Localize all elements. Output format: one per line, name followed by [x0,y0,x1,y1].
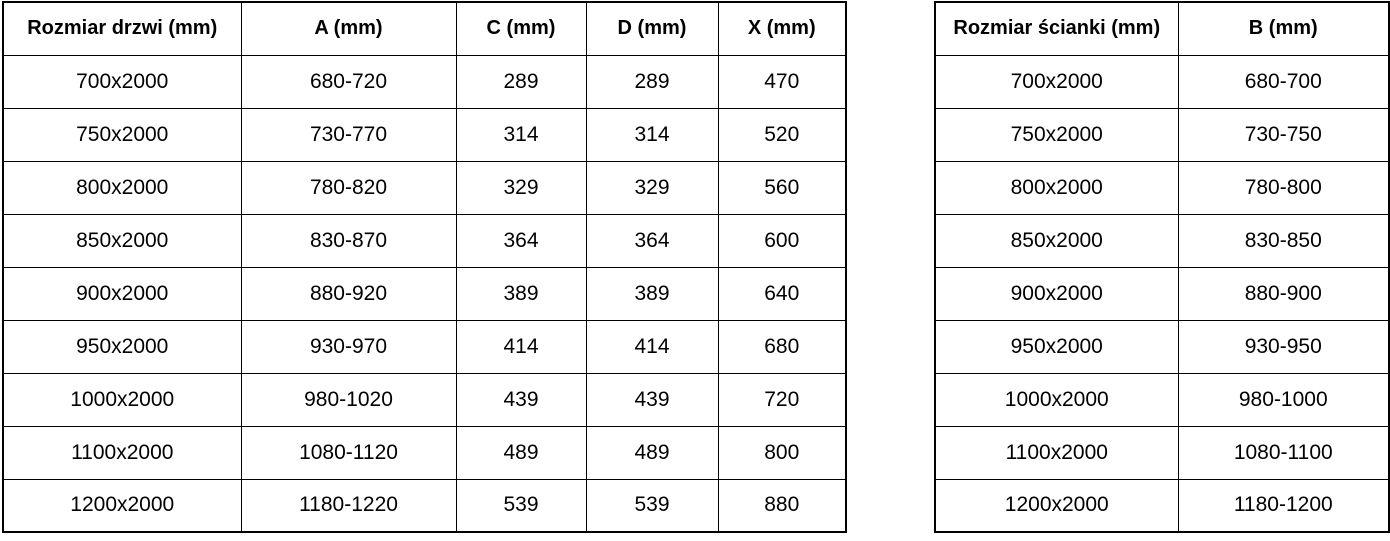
table-cell: 730-770 [240,107,457,162]
column-header: D (mm) [585,1,719,56]
table-cell: 329 [585,160,719,215]
header-row: Rozmiar ścianki (mm) B (mm) [934,1,1390,56]
table-cell: 780-800 [1177,160,1390,215]
table-cell: 289 [455,54,587,109]
table-cell: 439 [585,372,719,427]
table-row: 700x2000 680-720 289 289 470 [2,54,847,109]
table-row: 1100x2000 1080-1120 489 489 800 [2,425,847,480]
table-cell: 1200x2000 [934,478,1179,533]
table-cell: 489 [585,425,719,480]
table-cell: 930-970 [240,319,457,374]
table-cell: 560 [717,160,847,215]
table-cell: 880 [717,478,847,533]
table-row: 1000x2000 980-1020 439 439 720 [2,372,847,427]
column-header: X (mm) [717,1,847,56]
table-cell: 289 [585,54,719,109]
column-header: B (mm) [1177,1,1390,56]
table-cell: 439 [455,372,587,427]
table-cell: 700x2000 [2,54,242,109]
table-row: 800x2000 780-820 329 329 560 [2,160,847,215]
column-header: C (mm) [455,1,587,56]
table-cell: 880-900 [1177,266,1390,321]
table-cell: 470 [717,54,847,109]
column-header: Rozmiar drzwi (mm) [2,1,242,56]
table-cell: 539 [455,478,587,533]
table-cell: 520 [717,107,847,162]
table-cell: 1180-1200 [1177,478,1390,533]
table-cell: 1180-1220 [240,478,457,533]
table-cell: 750x2000 [2,107,242,162]
table-cell: 800x2000 [934,160,1179,215]
table-row: 900x2000 880-900 [934,266,1390,321]
table-cell: 1100x2000 [934,425,1179,480]
table-cell: 1200x2000 [2,478,242,533]
table-cell: 364 [585,213,719,268]
table-cell: 1080-1100 [1177,425,1390,480]
table-cell: 720 [717,372,847,427]
table-cell: 800 [717,425,847,480]
table-cell: 830-850 [1177,213,1390,268]
table-cell: 900x2000 [2,266,242,321]
door-dimensions-table: Rozmiar drzwi (mm) A (mm) C (mm) D (mm) X (m… [2,1,847,533]
wall-dimensions-table: Rozmiar ścianki (mm) B (mm) 700x2000 680-70… [934,1,1390,533]
table-cell: 750x2000 [934,107,1179,162]
table-cell: 1000x2000 [934,372,1179,427]
table-row: 1200x2000 1180-1220 539 539 880 [2,478,847,533]
table-cell: 730-750 [1177,107,1390,162]
table-cell: 539 [585,478,719,533]
table-cell: 1080-1120 [240,425,457,480]
table-cell: 414 [455,319,587,374]
table-row: 800x2000 780-800 [934,160,1390,215]
column-header: Rozmiar ścianki (mm) [934,1,1179,56]
table-cell: 980-1020 [240,372,457,427]
table-cell: 700x2000 [934,54,1179,109]
table-cell: 1100x2000 [2,425,242,480]
table-cell: 489 [455,425,587,480]
table-row: 850x2000 830-870 364 364 600 [2,213,847,268]
table-cell: 980-1000 [1177,372,1390,427]
table-cell: 680 [717,319,847,374]
table-cell: 314 [585,107,719,162]
table-cell: 950x2000 [934,319,1179,374]
table-cell: 780-820 [240,160,457,215]
table-cell: 850x2000 [934,213,1179,268]
table-cell: 830-870 [240,213,457,268]
table-cell: 800x2000 [2,160,242,215]
column-header: A (mm) [240,1,457,56]
table-row: 700x2000 680-700 [934,54,1390,109]
table-row: 950x2000 930-970 414 414 680 [2,319,847,374]
table-cell: 1000x2000 [2,372,242,427]
table-cell: 389 [455,266,587,321]
table-row: 900x2000 880-920 389 389 640 [2,266,847,321]
table-cell: 880-920 [240,266,457,321]
table-cell: 640 [717,266,847,321]
table-row: 750x2000 730-750 [934,107,1390,162]
table-cell: 414 [585,319,719,374]
table-cell: 950x2000 [2,319,242,374]
table-cell: 364 [455,213,587,268]
table-cell: 314 [455,107,587,162]
table-row: 1000x2000 980-1000 [934,372,1390,427]
table-cell: 329 [455,160,587,215]
table-row: 950x2000 930-950 [934,319,1390,374]
table-cell: 600 [717,213,847,268]
table-cell: 680-720 [240,54,457,109]
header-row: Rozmiar drzwi (mm) A (mm) C (mm) D (mm) X (m… [2,1,847,56]
table-row: 850x2000 830-850 [934,213,1390,268]
table-cell: 900x2000 [934,266,1179,321]
table-row: 1100x2000 1080-1100 [934,425,1390,480]
table-cell: 680-700 [1177,54,1390,109]
table-row: 1200x2000 1180-1200 [934,478,1390,533]
table-row: 750x2000 730-770 314 314 520 [2,107,847,162]
table-cell: 850x2000 [2,213,242,268]
table-cell: 930-950 [1177,319,1390,374]
table-cell: 389 [585,266,719,321]
